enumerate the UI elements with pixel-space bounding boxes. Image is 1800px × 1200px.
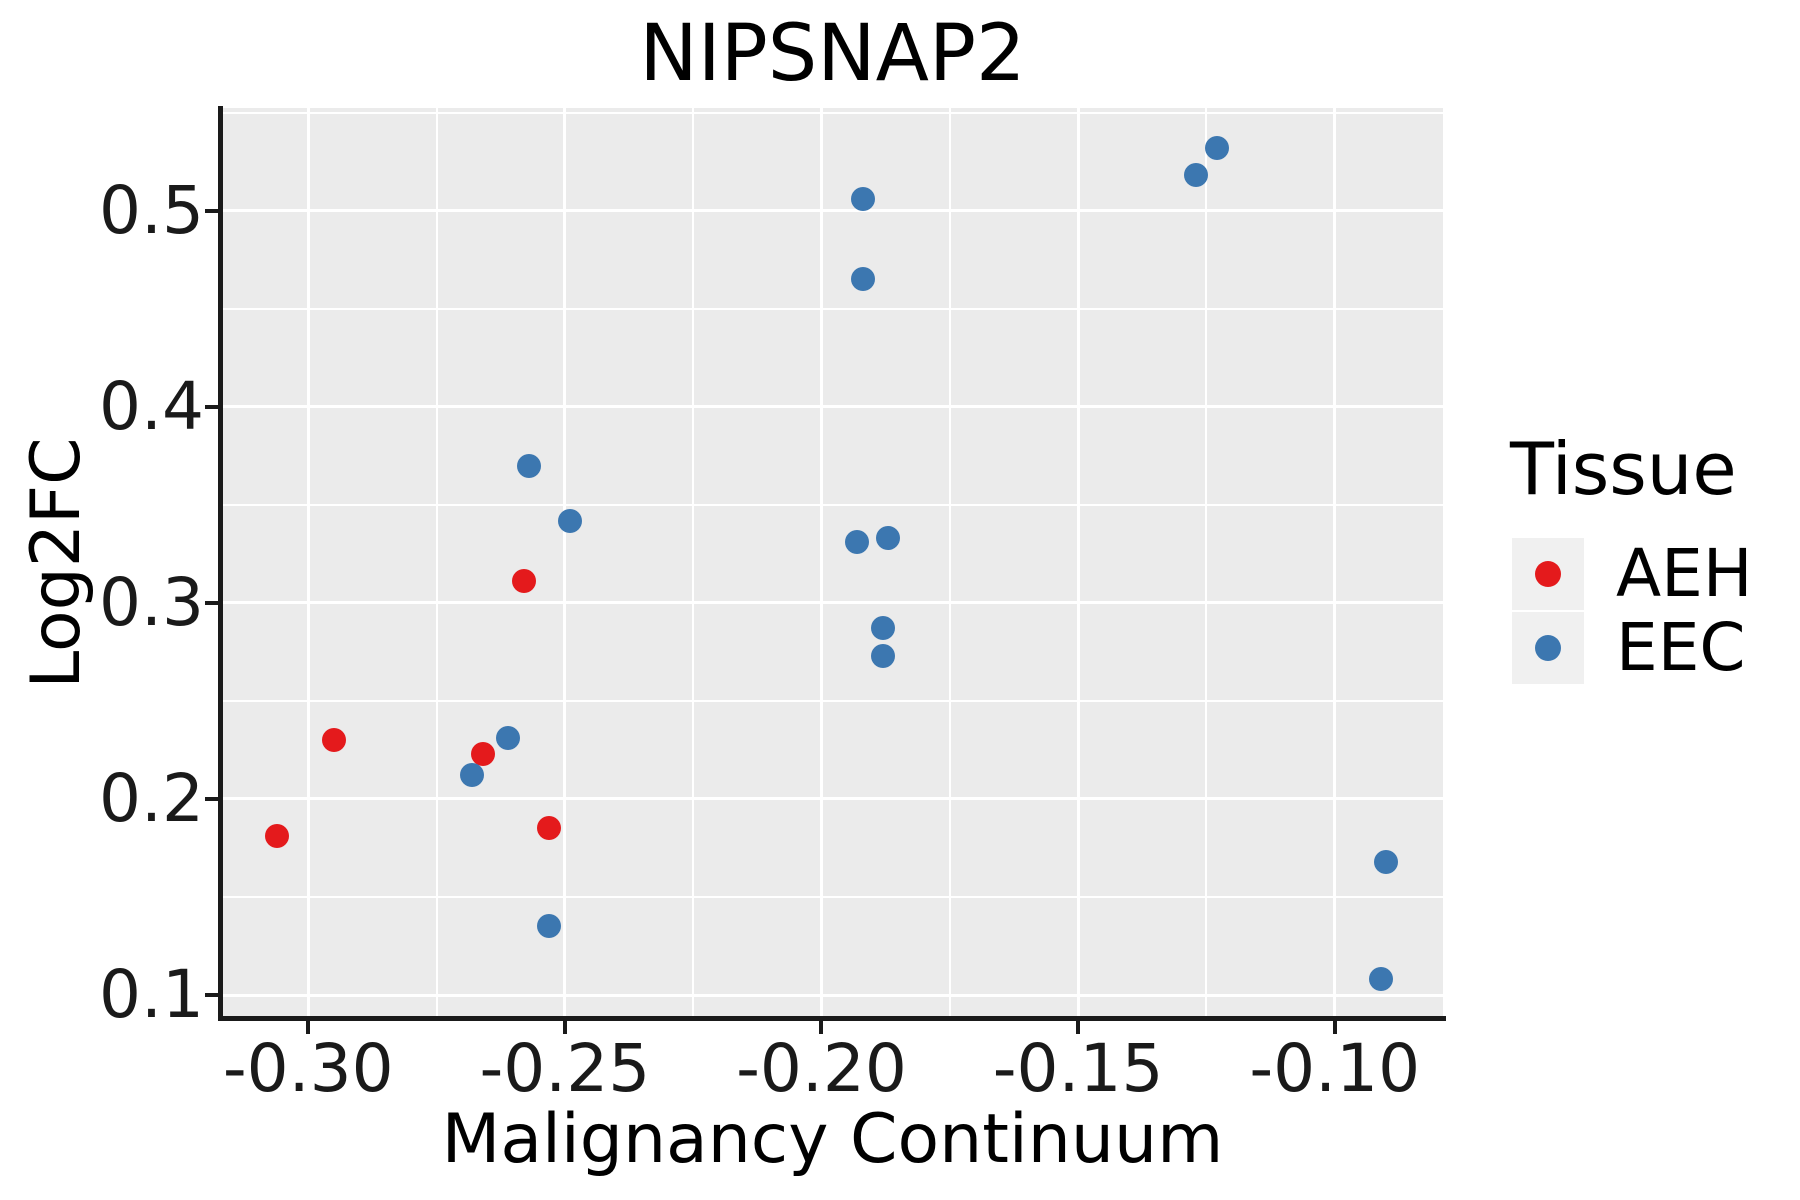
data-point-eec [871,643,896,668]
minor-gridline-x [1205,108,1208,1019]
y-tick-mark [205,993,218,998]
x-tick-mark [1076,1021,1081,1034]
x-tick-label: -0.10 [1249,1030,1421,1107]
data-point-eec [557,508,582,533]
minor-gridline-x [435,108,438,1019]
y-tick-label: 0.5 [99,171,204,249]
plot-panel [222,108,1443,1019]
data-point-eec [1368,967,1393,992]
minor-gridline-x [692,108,695,1019]
major-gridline-y [222,209,1443,213]
data-point-aeh [511,569,536,594]
major-gridline-y [222,993,1443,997]
minor-gridline-y [222,503,1443,506]
y-tick-label: 0.1 [99,956,204,1034]
chart-title: NIPSNAP2 [639,9,1026,99]
x-tick-mark [1332,1021,1337,1034]
data-point-eec [1374,849,1399,874]
x-tick-label: -0.20 [736,1030,907,1107]
data-point-eec [460,763,485,788]
legend-key-eec [1512,612,1584,684]
legend-dot-eec-icon [1535,635,1561,661]
y-tick-mark [205,208,218,213]
legend-label-aeh: AEH [1616,535,1753,612]
x-axis-title: Malignancy Continuum [441,1100,1224,1179]
x-tick-mark [819,1021,824,1034]
data-point-eec [876,526,901,551]
data-point-aeh [321,728,346,753]
data-point-eec [871,616,896,641]
minor-gridline-y [222,111,1443,114]
y-axis-line [218,106,223,1021]
x-tick-mark [562,1021,567,1034]
x-tick-mark [306,1021,311,1034]
legend-label-eec: EEC [1616,609,1746,686]
data-point-eec [1204,136,1229,160]
y-tick-mark [205,796,218,801]
x-tick-label: -0.30 [222,1030,394,1107]
major-gridline-y [222,601,1443,605]
data-point-eec [845,530,870,555]
y-tick-mark [205,404,218,409]
legend-key-aeh [1512,538,1584,610]
minor-gridline-y [222,896,1443,899]
major-gridline-y [222,405,1443,409]
y-tick-label: 0.4 [99,367,204,445]
y-tick-label: 0.3 [99,563,204,641]
data-point-eec [537,914,562,939]
major-gridline-x [1076,108,1080,1019]
legend-title: Tissue [1510,427,1737,511]
y-tick-label: 0.2 [99,759,204,837]
y-tick-mark [205,600,218,605]
data-point-eec [850,267,875,292]
data-point-eec [1184,163,1209,188]
major-gridline-x [1333,108,1337,1019]
data-point-eec [850,186,875,211]
data-point-aeh [265,824,290,849]
major-gridline-y [222,797,1443,801]
major-gridline-x [563,108,567,1019]
minor-gridline-x [948,108,951,1019]
minor-gridline-y [222,307,1443,310]
x-axis-line [218,1016,1446,1021]
legend-dot-aeh-icon [1535,561,1561,587]
data-point-aeh [470,741,495,766]
major-gridline-x [306,108,310,1019]
major-gridline-x [819,108,823,1019]
y-axis-title: Log2FC [17,437,96,689]
data-point-eec [496,726,521,751]
minor-gridline-y [222,699,1443,702]
data-point-eec [516,453,541,478]
x-tick-label: -0.15 [992,1030,1164,1107]
data-point-aeh [537,816,562,841]
x-tick-label: -0.25 [479,1030,651,1107]
